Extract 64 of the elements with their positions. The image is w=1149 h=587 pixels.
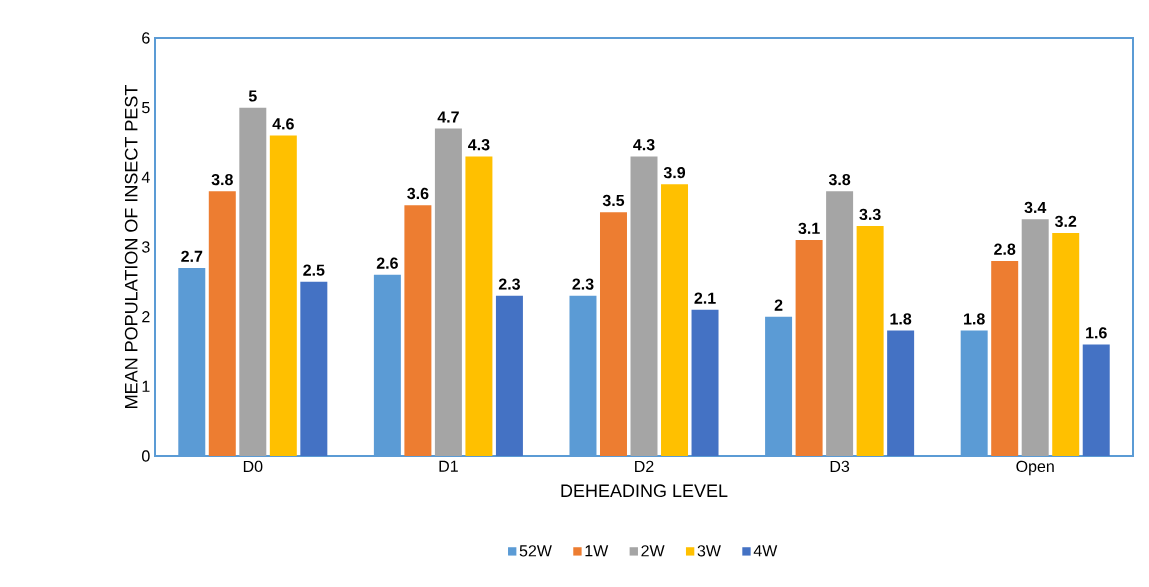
data-label: 4.3 [633, 139, 655, 151]
bar [826, 191, 854, 456]
y-tick-label: 4 [141, 171, 150, 183]
data-label: 3.6 [407, 187, 429, 200]
data-label: 1.8 [964, 313, 985, 325]
data-label: 1.8 [890, 313, 912, 325]
legend-label: 4W [753, 545, 778, 557]
data-label: 2.6 [376, 257, 398, 269]
data-label: 2.3 [498, 278, 520, 290]
x-tick-label: Open [1016, 460, 1054, 476]
bar [691, 309, 719, 456]
legend-label: 3W [697, 545, 721, 557]
data-label: 3.8 [828, 173, 851, 186]
bar [404, 205, 432, 456]
data-label: 3.8 [211, 173, 233, 186]
y-tick-label: 6 [142, 32, 150, 44]
y-tick-label: 2 [142, 311, 150, 323]
legend-label: 2W [641, 545, 665, 557]
data-label: 2.1 [694, 292, 716, 304]
data-label: 3.3 [859, 208, 881, 221]
x-tick-label: D3 [830, 460, 850, 473]
bar [495, 295, 523, 456]
bar [300, 281, 328, 456]
data-label: 2.8 [994, 243, 1016, 255]
data-label: 3.9 [663, 166, 686, 179]
bar [208, 191, 236, 456]
data-label: 1.6 [1086, 327, 1107, 339]
data-label: 3.5 [602, 194, 625, 207]
y-tick-label: 3 [142, 241, 150, 253]
bar [269, 135, 297, 456]
data-label: 4.7 [437, 111, 459, 123]
y-tick-label: 5 [142, 102, 150, 114]
x-tick-label: D0 [243, 460, 263, 473]
data-label: 3.1 [798, 222, 820, 234]
x-tick-label: D1 [439, 460, 458, 472]
bar [1021, 219, 1049, 456]
y-tick-label: 1 [142, 380, 150, 392]
data-label: 4.3 [468, 139, 490, 151]
data-label: 3.2 [1054, 215, 1077, 228]
data-label: 2.3 [572, 278, 594, 290]
data-label: 5 [248, 90, 257, 102]
bar [795, 240, 823, 456]
x-axis-title: DEHEADING LEVEL [561, 484, 728, 498]
data-label: 4.6 [272, 118, 294, 130]
legend-label: 1W [585, 545, 609, 557]
data-label: 2 [774, 299, 783, 311]
bar [856, 226, 884, 456]
bar [661, 184, 689, 456]
data-label: 2.5 [303, 264, 325, 276]
legend-label: 52W [519, 545, 552, 557]
bar [630, 156, 658, 456]
bar [465, 156, 493, 456]
data-label: 2.7 [181, 250, 203, 262]
bar [1052, 233, 1080, 456]
bar [887, 330, 915, 456]
bar [434, 128, 462, 456]
y-tick-label: 0 [142, 450, 150, 462]
bar [1082, 344, 1110, 456]
x-tick-label: D2 [635, 460, 654, 472]
y-axis-title: MEAN POPULATION OF INSECT PEST [124, 85, 138, 408]
bar [239, 107, 267, 456]
bar [600, 212, 627, 456]
data-label: 3.4 [1024, 201, 1047, 214]
bar [991, 260, 1019, 456]
